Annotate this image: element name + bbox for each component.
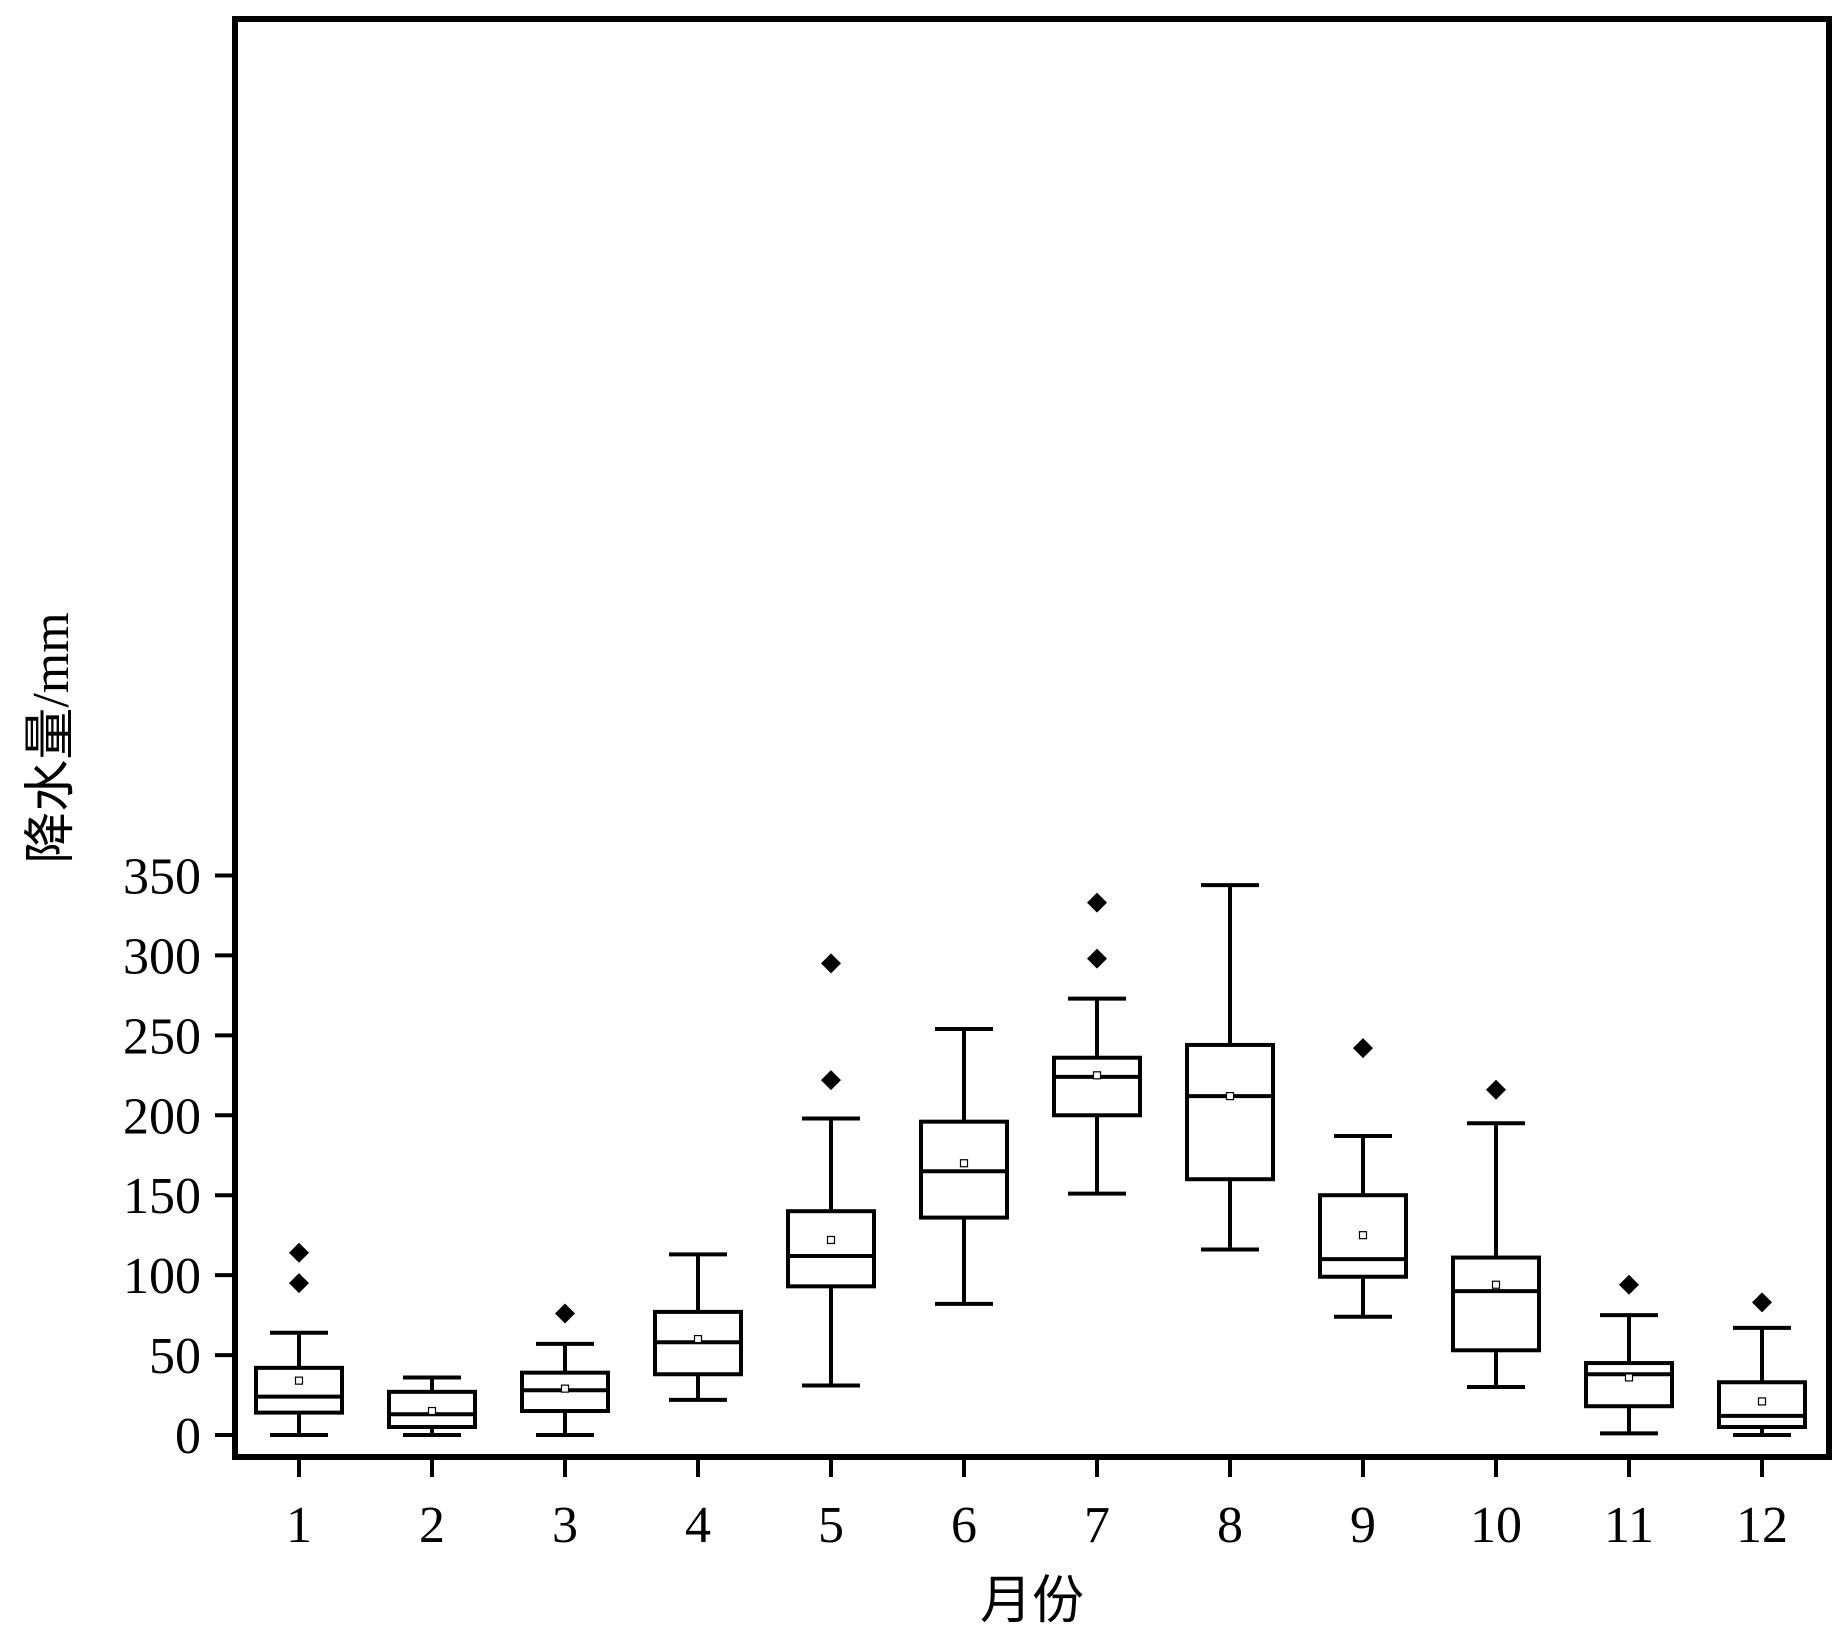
outlier-point (289, 1273, 309, 1294)
box-month-10 (1451, 1079, 1541, 1390)
mean-marker (1092, 1071, 1102, 1080)
iqr-box (1052, 1055, 1142, 1118)
box-month-7 (1052, 892, 1142, 1196)
mean-marker (1757, 1397, 1767, 1406)
box-month-6 (919, 1026, 1009, 1306)
outlier-point (1353, 1038, 1373, 1059)
iqr-box (1185, 1042, 1275, 1182)
outlier-point (1087, 948, 1107, 969)
y-tick-label: 350 (123, 848, 201, 905)
mean-marker (560, 1384, 570, 1393)
outlier-point (1486, 1079, 1506, 1100)
mean-marker (1358, 1231, 1368, 1240)
boxes-layer (254, 883, 1807, 1437)
outlier-point (821, 953, 841, 974)
y-tick-label: 200 (123, 1088, 201, 1145)
mean-marker (1624, 1373, 1634, 1382)
y-tick-label: 50 (149, 1328, 201, 1385)
y-tick-label: 150 (123, 1168, 201, 1225)
x-tick-label: 1 (286, 1497, 312, 1554)
outlier-point (1619, 1274, 1639, 1295)
y-axis-title: 降水量/mm (23, 612, 80, 863)
mean-marker (693, 1334, 703, 1344)
x-tick-label: 11 (1604, 1497, 1654, 1554)
mean-marker (294, 1376, 304, 1385)
y-tick-label: 100 (123, 1248, 201, 1305)
x-tick-label: 6 (951, 1497, 977, 1554)
y-tick-label: 250 (123, 1008, 201, 1065)
mean-marker (959, 1159, 969, 1168)
mean-marker (1491, 1280, 1501, 1289)
y-tick-label: 300 (123, 928, 201, 985)
x-tick-label: 5 (818, 1497, 844, 1554)
iqr-box (1451, 1255, 1541, 1353)
box-month-8 (1185, 883, 1275, 1252)
box-month-1 (254, 1242, 344, 1437)
iqr-box (786, 1209, 876, 1289)
plot-frame (232, 16, 1832, 1460)
box-month-9 (1318, 1038, 1408, 1319)
y-tick-label: 0 (175, 1408, 201, 1465)
box-month-11 (1584, 1274, 1674, 1436)
mean-marker (1225, 1091, 1235, 1101)
box-month-4 (653, 1252, 743, 1402)
outlier-point (289, 1242, 309, 1263)
x-tick-label: 8 (1217, 1497, 1243, 1554)
x-tick-label: 9 (1350, 1497, 1376, 1554)
x-tick-label: 7 (1084, 1497, 1110, 1554)
mean-marker (826, 1235, 836, 1245)
x-tick-label: 12 (1736, 1497, 1788, 1554)
x-axis-title: 月份 (980, 1573, 1084, 1630)
iqr-box (387, 1389, 477, 1430)
box-month-5 (786, 953, 876, 1388)
box-month-12 (1717, 1292, 1807, 1437)
x-tick-label: 4 (685, 1497, 711, 1554)
iqr-box (1584, 1361, 1674, 1409)
x-tick-label: 2 (419, 1497, 445, 1554)
x-tick-label: 3 (552, 1497, 578, 1554)
outlier-point (555, 1303, 575, 1324)
box-month-3 (520, 1303, 610, 1437)
outlier-point (821, 1070, 841, 1091)
iqr-box (254, 1365, 344, 1415)
outlier-point (1087, 892, 1107, 913)
mean-marker (427, 1406, 437, 1416)
box-month-2 (387, 1375, 477, 1437)
x-tick-label: 10 (1470, 1497, 1522, 1554)
outlier-point (1752, 1292, 1772, 1313)
